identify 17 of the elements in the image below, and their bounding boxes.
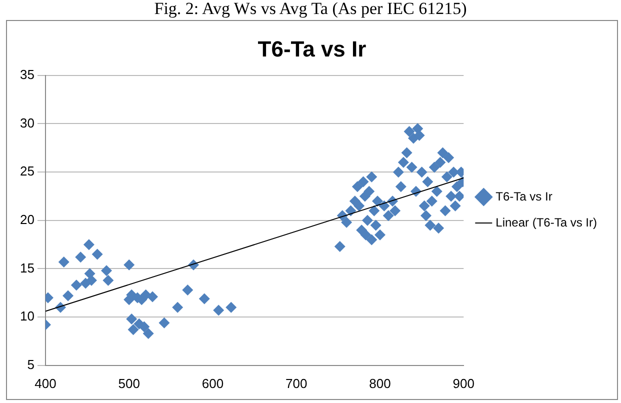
caption: Fig. 2: Avg Ws vs Avg Ta (As per IEC 61215) (153, 0, 468, 18)
y-tick-label: 10 (20, 308, 34, 324)
x-tick-label: 700 (286, 376, 308, 391)
x-tick-label: 500 (118, 376, 140, 391)
y-tick-label: 25 (20, 164, 34, 179)
y-tick-label: 5 (27, 356, 34, 372)
y-tick-label: 20 (20, 212, 34, 227)
legend-label: Linear (T6-Ta vs Ir) (496, 215, 598, 230)
x-tick-label: 800 (369, 376, 391, 391)
y-tick-label: 15 (20, 260, 34, 276)
y-tick-label: 30 (20, 115, 34, 130)
y-tick-label: 35 (20, 66, 34, 82)
x-tick-label: 900 (452, 376, 474, 391)
x-tick-label: 600 (202, 376, 224, 391)
legend-label: T6-Ta vs Ir (496, 189, 552, 204)
chart-title: T6-Ta vs Ir (258, 36, 367, 62)
x-tick-label: 400 (34, 376, 56, 391)
